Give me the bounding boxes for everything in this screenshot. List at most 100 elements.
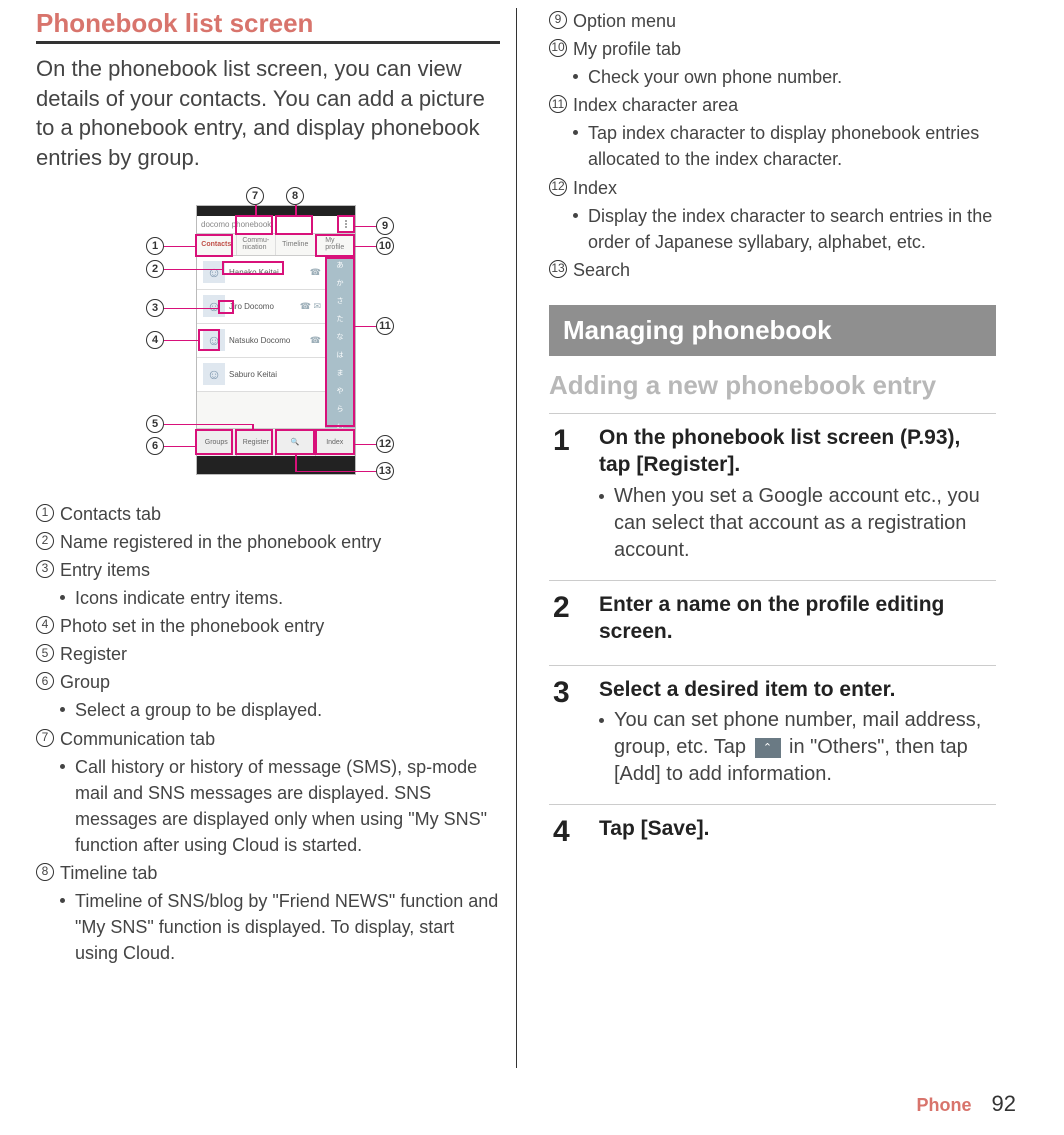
step-number: 4 (549, 815, 599, 849)
legend-text: Communication tab (60, 726, 215, 752)
step-head: Enter a name on the profile editing scre… (599, 591, 996, 646)
legend-num: 3 (36, 560, 54, 578)
legend-text: Photo set in the phonebook entry (60, 613, 324, 639)
lead-line (295, 471, 376, 473)
entry-icons: ☎ (310, 335, 321, 346)
legend-right: 9Option menu 10My profile tab Check your… (549, 8, 996, 283)
legend-text: Index (573, 175, 617, 201)
page-footer: Phone 92 (917, 1091, 1017, 1117)
legend-text: Search (573, 257, 630, 283)
legend-num: 8 (36, 863, 54, 881)
bullet-icon (599, 718, 604, 723)
callout-box (222, 261, 284, 275)
callout-number: 12 (376, 435, 394, 453)
step-head: On the phonebook list screen (P.93), tap… (599, 424, 996, 479)
legend-subtext: Display the index character to search en… (588, 203, 996, 255)
callout-number: 2 (146, 260, 164, 278)
step-2: 2 Enter a name on the profile editing sc… (549, 580, 996, 666)
lead-line (164, 246, 195, 248)
legend-text: Entry items (60, 557, 150, 583)
callout-number: 13 (376, 462, 394, 480)
legend-subtext: Call history or history of message (SMS)… (75, 754, 500, 858)
legend-text: Group (60, 669, 110, 695)
callout-number: 7 (246, 187, 264, 205)
page-number: 92 (992, 1091, 1016, 1117)
step-head: Tap [Save]. (599, 815, 996, 842)
tab-communication: Commu- nication (237, 234, 277, 255)
lead-line (295, 205, 297, 215)
callout-box (198, 329, 220, 351)
legend-subtext: Tap index character to display phonebook… (588, 120, 996, 172)
entry-name: Jiro Docomo (229, 302, 274, 311)
callout-number: 1 (146, 237, 164, 255)
bullet-icon (60, 764, 65, 769)
box-header: Managing phonebook (549, 305, 996, 356)
legend-num: 12 (549, 178, 567, 196)
legend-num: 11 (549, 95, 567, 113)
legend-num: 7 (36, 729, 54, 747)
callout-box (218, 300, 234, 314)
phonebook-diagram: docomo phonebook Contacts Commu- nicatio… (118, 187, 418, 487)
callout-number: 10 (376, 237, 394, 255)
lead-line (252, 424, 254, 431)
right-column: 9Option menu 10My profile tab Check your… (516, 8, 996, 1068)
bullet-icon (60, 898, 65, 903)
callout-box (275, 429, 315, 455)
legend-subtext: Select a group to be displayed. (75, 697, 322, 723)
legend-text: Name registered in the phonebook entry (60, 529, 381, 555)
lead-line (164, 308, 218, 310)
step-number: 2 (549, 591, 599, 650)
entry-icons: ☎ (310, 267, 321, 278)
tab-timeline: Timeline (276, 234, 316, 255)
legend-subtext: Timeline of SNS/blog by "Friend NEWS" fu… (75, 888, 500, 966)
lead-line (164, 340, 198, 342)
bullet-icon (60, 595, 65, 600)
left-column: Phonebook list screen On the phonebook l… (36, 8, 516, 1068)
callout-box (195, 234, 233, 257)
entry-name: Saburo Keitai (229, 370, 277, 379)
legend-text: Timeline tab (60, 860, 157, 886)
lead-line (355, 246, 376, 248)
legend-text: My profile tab (573, 36, 681, 62)
lead-line (164, 446, 195, 448)
step-number: 1 (549, 424, 599, 564)
lead-line (355, 326, 376, 328)
legend-subtext: Icons indicate entry items. (75, 585, 283, 611)
legend-text: Option menu (573, 8, 676, 34)
legend-num: 4 (36, 616, 54, 634)
step-3: 3 Select a desired item to enter. You ca… (549, 665, 996, 804)
legend-subtext: Check your own phone number. (588, 64, 842, 90)
callout-box (337, 215, 355, 233)
avatar-icon: ☺ (203, 363, 225, 385)
legend-num: 1 (36, 504, 54, 522)
callout-number: 5 (146, 415, 164, 433)
callout-number: 8 (286, 187, 304, 205)
lead-line (255, 205, 257, 215)
callout-number: 9 (376, 217, 394, 235)
lead-line (355, 226, 376, 228)
footer-label: Phone (917, 1095, 972, 1116)
lead-line (295, 455, 297, 471)
bullet-icon (573, 130, 578, 135)
legend-text: Contacts tab (60, 501, 161, 527)
callout-number: 11 (376, 317, 394, 335)
legend-text: Index character area (573, 92, 738, 118)
sub-title: Adding a new phonebook entry (549, 370, 996, 401)
intro-text: On the phonebook list screen, you can vi… (36, 54, 500, 173)
legend-num: 5 (36, 644, 54, 662)
step-4: 4 Tap [Save]. (549, 804, 996, 865)
legend-left: 1Contacts tab 2Name registered in the ph… (36, 501, 500, 967)
legend-num: 9 (549, 11, 567, 29)
legend-text: Register (60, 641, 127, 667)
callout-box (275, 215, 313, 235)
callout-number: 3 (146, 299, 164, 317)
callout-box (195, 429, 233, 455)
entry-name: Natsuko Docomo (229, 336, 290, 345)
bullet-icon (573, 74, 578, 79)
bullet-icon (573, 213, 578, 218)
lead-line (164, 269, 222, 271)
callout-box (235, 429, 273, 455)
step-sub: You can set phone number, mail address, … (614, 707, 996, 788)
step-sub: When you set a Google account etc., you … (614, 483, 996, 564)
lead-line (355, 444, 376, 446)
